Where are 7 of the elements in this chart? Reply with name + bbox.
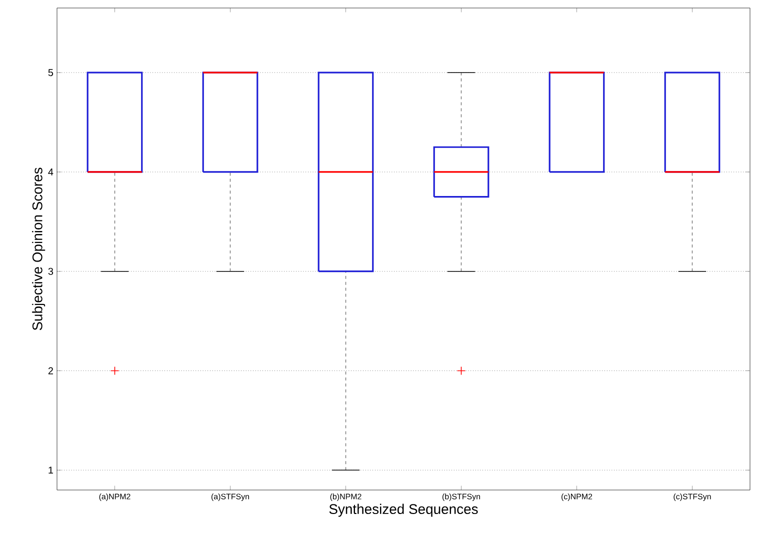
y-tick-label: 4 [48, 168, 54, 176]
y-axis-title: Subjective Opinion Scores [32, 168, 46, 330]
y-tick-label: 3 [48, 268, 54, 275]
y-tick-label: 1 [48, 466, 53, 474]
x-axis-title: Synthesized Sequences [329, 504, 478, 517]
y-tick-label: 2 [48, 367, 53, 374]
y-tick-label: 5 [48, 69, 54, 76]
